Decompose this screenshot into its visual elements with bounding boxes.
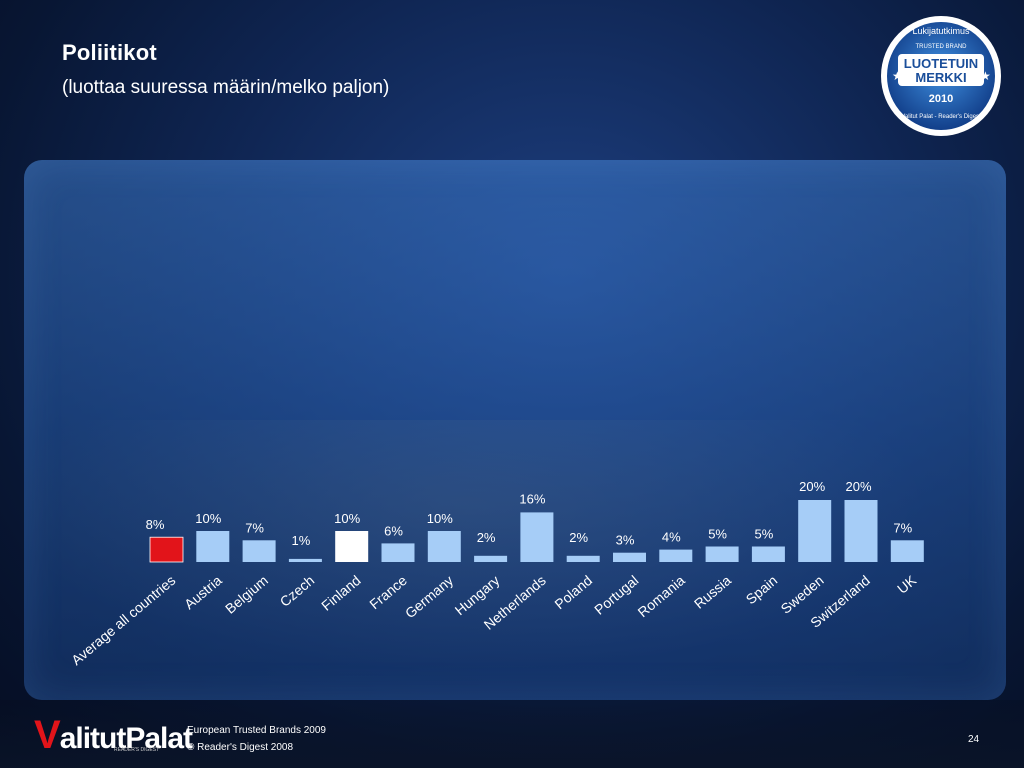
bar-portugal xyxy=(613,552,646,562)
value-label: 5% xyxy=(755,527,774,542)
category-label: Czech xyxy=(277,572,318,610)
value-label: 8% xyxy=(146,517,165,532)
footnote-copyright: © Reader's Digest 2008 xyxy=(187,742,294,753)
page-subtitle: (luottaa suuressa määrin/melko paljon) xyxy=(62,77,390,98)
bar-france xyxy=(381,543,415,562)
value-label: 3% xyxy=(616,533,635,548)
logo-letter-v: V xyxy=(34,713,61,757)
category-label: Spain xyxy=(743,572,781,607)
bar-uk xyxy=(890,540,924,562)
value-label-group: 8% 10% 7% 1% 10% 6% 10% 2% 16% 2% 3% 4% 5% 5% 20% 20% 7% xyxy=(146,479,913,548)
value-label: 10% xyxy=(334,511,360,526)
badge-ribbon: TRUSTED BRAND xyxy=(915,44,967,50)
bar-poland xyxy=(566,555,600,562)
logo-text: alitutPalat xyxy=(59,722,193,755)
category-label: Russia xyxy=(691,572,734,612)
category-label: Romania xyxy=(635,572,688,620)
value-label: 10% xyxy=(427,511,453,526)
value-label: 1% xyxy=(292,533,311,548)
bar-spain xyxy=(751,546,785,562)
value-label: 7% xyxy=(893,520,912,535)
category-label: France xyxy=(366,572,410,612)
trusted-brand-badge: Lukijatutkimus TRUSTED BRAND LUOTETUIN M… xyxy=(881,16,1001,136)
bar-finland xyxy=(335,531,369,562)
category-label: Average all countries xyxy=(68,572,178,668)
bar-czech xyxy=(288,558,322,562)
badge-bottom-text: Valitut Palat - Reader's Digest xyxy=(901,114,981,120)
bar-switzerland xyxy=(844,500,878,562)
valitut-palat-logo: ValitutPalat READER'S DIGEST xyxy=(34,713,193,758)
value-label: 20% xyxy=(845,479,871,494)
bar-sweden xyxy=(798,500,832,562)
footer-band xyxy=(0,700,1024,768)
page-number: 24 xyxy=(968,734,980,745)
value-label: 4% xyxy=(662,530,681,545)
value-label: 2% xyxy=(477,530,496,545)
logo-subtext: READER'S DIGEST xyxy=(114,747,160,753)
star-icon: ★ xyxy=(892,69,903,83)
category-label: Portugal xyxy=(591,572,641,618)
badge-year: 2010 xyxy=(929,93,953,105)
value-label: 10% xyxy=(195,511,221,526)
bar-austria xyxy=(196,531,230,562)
value-label: 16% xyxy=(519,491,545,506)
value-label: 6% xyxy=(384,523,403,538)
bar-russia xyxy=(705,546,739,562)
value-label: 7% xyxy=(245,520,264,535)
badge-top-text: Lukijatutkimus xyxy=(912,26,970,36)
badge-main-plate xyxy=(898,54,984,86)
page-title: Poliitikot xyxy=(62,40,157,65)
bar-average-all-countries xyxy=(149,536,184,563)
category-label: Germany xyxy=(402,572,456,621)
star-icon: ★ xyxy=(980,69,991,83)
category-label: Belgium xyxy=(222,572,271,617)
category-label: UK xyxy=(894,572,920,597)
footnote-source: European Trusted Brands 2009 xyxy=(187,725,326,736)
bar-germany xyxy=(427,531,461,562)
value-label: 2% xyxy=(569,530,588,545)
bar-belgium xyxy=(242,540,276,562)
bar-romania xyxy=(659,549,693,562)
value-label: 20% xyxy=(799,479,825,494)
value-label: 5% xyxy=(708,527,727,542)
chart-panel xyxy=(24,160,1006,700)
category-label: Poland xyxy=(551,572,595,612)
category-label: Finland xyxy=(318,572,363,614)
bar-hungary xyxy=(474,555,508,562)
bar-group xyxy=(149,500,924,563)
bar-netherlands xyxy=(520,512,554,562)
badge-main-line1: LUOTETUIN xyxy=(904,56,978,71)
badge-main-line2: MERKKI xyxy=(915,70,966,85)
category-label: Austria xyxy=(181,572,225,612)
